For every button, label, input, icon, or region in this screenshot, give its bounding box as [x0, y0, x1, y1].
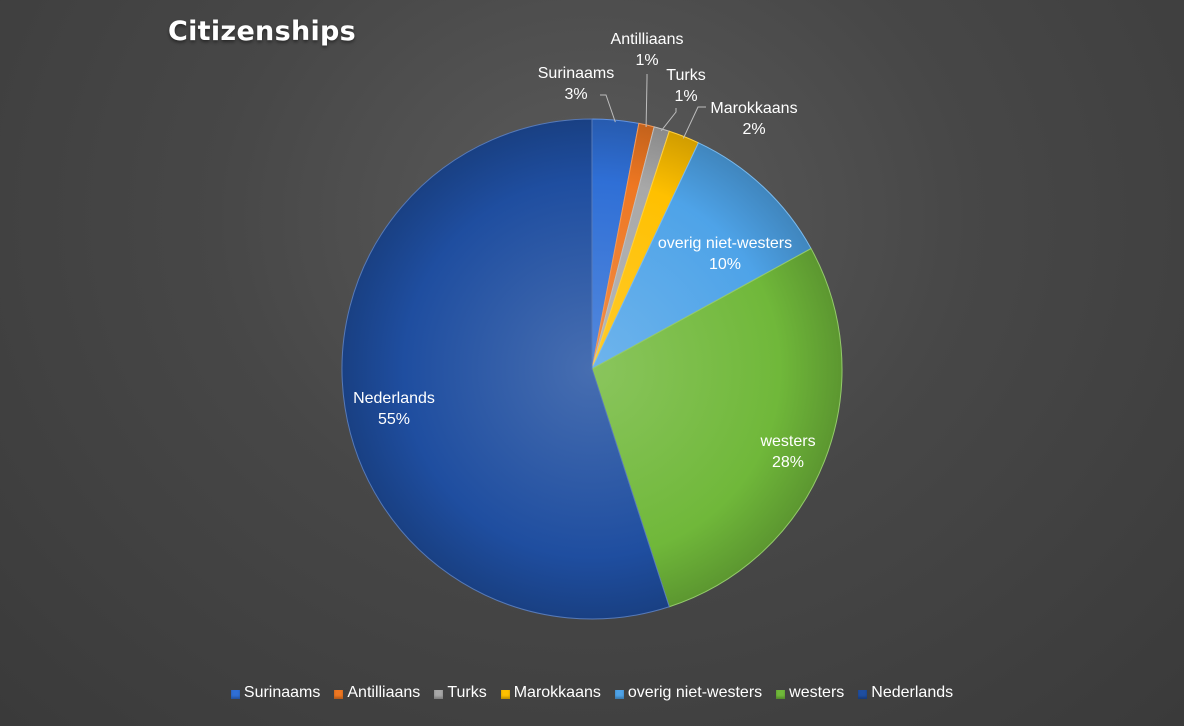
- legend-swatch: [334, 689, 344, 699]
- data-labels: Surinaams 3% Antilliaans 1% Turks 1% Marokkaan…: [353, 31, 815, 471]
- data-label-percent: 28%: [772, 454, 804, 471]
- legend-label: Nederlands: [871, 684, 954, 701]
- leader-line-turks: [660, 108, 677, 132]
- slice-westers: [591, 247, 843, 608]
- legend-swatch: [434, 689, 444, 699]
- pie-slices: [341, 118, 843, 620]
- data-label-category: Surinaams: [538, 65, 614, 82]
- legend-item-turks: Turks: [434, 684, 487, 702]
- data-label-category: Nederlands: [353, 390, 435, 407]
- data-label-category: overig niet-westers: [658, 235, 792, 252]
- data-label-percent: 55%: [378, 411, 410, 428]
- leader-lines: [600, 74, 706, 139]
- data-label-category: Marokkaans: [710, 100, 797, 117]
- legend-label: Marokkaans: [513, 684, 601, 701]
- leader-line-antilliaans: [645, 74, 648, 127]
- leader-line-marokkaans: [682, 106, 706, 139]
- slice-overig-niet-westers: [590, 142, 812, 371]
- leader-line-surinaams: [600, 94, 616, 123]
- chart-title: Citizenships: [168, 16, 357, 47]
- legend-swatch: [776, 689, 786, 699]
- legend-item-westers: westers: [776, 684, 844, 702]
- legend: Surinaams Antilliaans Turks Marokkaans overi…: [0, 684, 1184, 702]
- legend-swatch: [230, 689, 240, 699]
- data-label-percent: 2%: [742, 121, 765, 138]
- data-label-percent: 1%: [674, 88, 697, 105]
- legend-label: Turks: [447, 684, 487, 701]
- legend-swatch: [858, 689, 868, 699]
- data-label-percent: 1%: [635, 52, 658, 69]
- data-label-antilliaans: Antilliaans 1%: [611, 31, 684, 69]
- legend-label: westers: [789, 684, 845, 701]
- data-label-overig-niet-westers: overig niet-westers 10%: [658, 235, 792, 273]
- legend-label: Antilliaans: [347, 684, 421, 701]
- legend-swatch: [500, 689, 510, 699]
- legend-item-nederlands: Nederlands: [858, 684, 953, 702]
- data-label-surinaams: Surinaams 3%: [538, 65, 614, 103]
- data-label-category: westers: [759, 433, 815, 450]
- data-label-turks: Turks 1%: [666, 67, 705, 105]
- legend-item-overig-niet-westers: overig niet-westers: [614, 684, 763, 702]
- data-label-marokkaans: Marokkaans 2%: [710, 100, 797, 138]
- data-label-percent: 10%: [709, 256, 741, 273]
- legend-label: overig niet-westers: [627, 684, 763, 701]
- data-label-nederlands: Nederlands 55%: [353, 390, 435, 428]
- slice-nederlands: [341, 118, 670, 620]
- legend-item-marokkaans: Marokkaans: [500, 684, 601, 702]
- legend-swatch: [614, 689, 624, 699]
- data-label-percent: 3%: [564, 86, 587, 103]
- data-label-westers: westers 28%: [759, 433, 815, 471]
- legend-item-antilliaans: Antilliaans: [334, 684, 420, 702]
- data-label-category: Turks: [666, 67, 705, 84]
- data-label-category: Antilliaans: [611, 31, 684, 48]
- legend-label: Surinaams: [243, 684, 321, 701]
- legend-item-surinaams: Surinaams: [230, 684, 321, 702]
